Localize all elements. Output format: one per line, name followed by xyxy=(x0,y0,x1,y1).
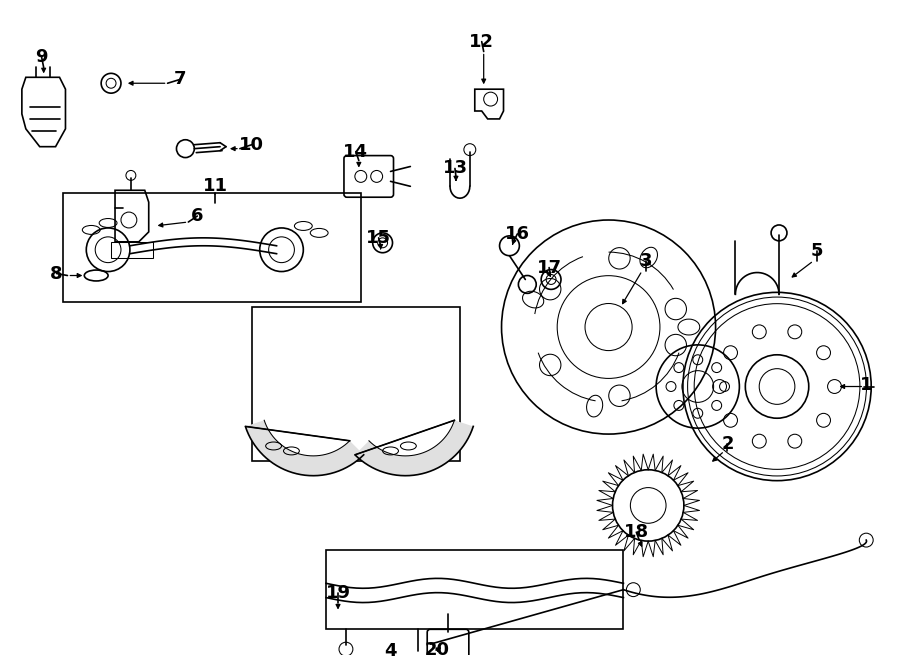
Bar xyxy=(64,193,361,302)
Text: 8: 8 xyxy=(50,264,63,282)
Text: 20: 20 xyxy=(425,641,450,659)
Bar xyxy=(252,307,460,461)
Text: 9: 9 xyxy=(35,48,48,67)
Text: 17: 17 xyxy=(536,258,562,276)
Text: 11: 11 xyxy=(202,177,228,195)
Text: 18: 18 xyxy=(624,524,649,541)
Polygon shape xyxy=(246,420,364,476)
Text: 16: 16 xyxy=(505,225,530,243)
Text: 4: 4 xyxy=(384,642,397,660)
Text: 5: 5 xyxy=(810,242,823,260)
Text: 12: 12 xyxy=(469,32,494,51)
Bar xyxy=(326,550,624,629)
Text: 7: 7 xyxy=(175,70,186,89)
Text: 15: 15 xyxy=(366,229,392,247)
Text: 13: 13 xyxy=(443,159,467,177)
Text: 10: 10 xyxy=(239,136,265,154)
Text: 3: 3 xyxy=(640,252,652,270)
Text: 6: 6 xyxy=(191,207,203,225)
Text: 1: 1 xyxy=(860,375,872,393)
Text: 14: 14 xyxy=(344,143,368,161)
Text: 2: 2 xyxy=(721,435,734,453)
Text: 19: 19 xyxy=(326,584,350,602)
Polygon shape xyxy=(355,420,473,476)
